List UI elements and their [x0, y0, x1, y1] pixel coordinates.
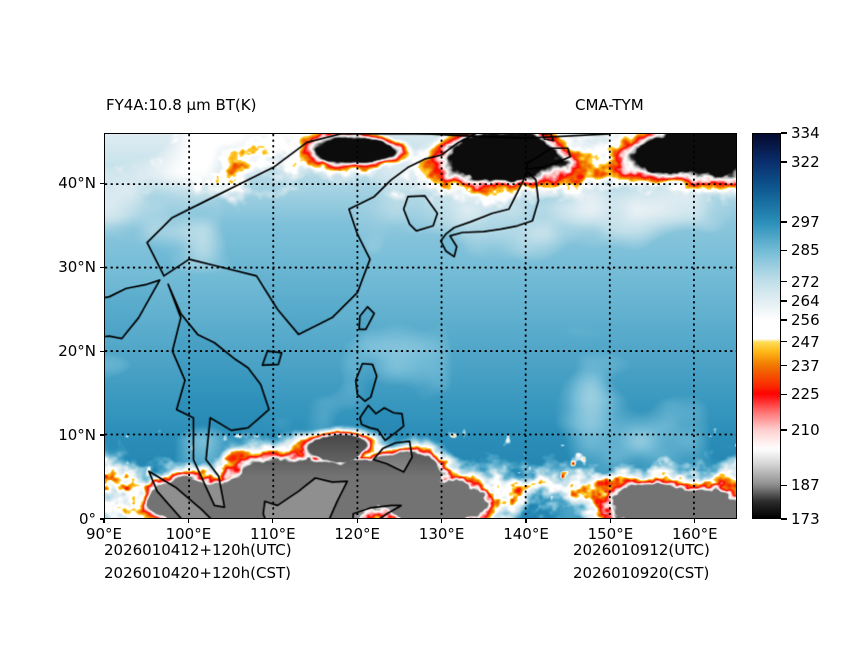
colorbar-tick-label: 334 [791, 124, 820, 142]
colorbar-tick-label: 256 [791, 311, 820, 329]
colorbar-tickmark [781, 249, 787, 252]
y-axis-tickmark [100, 182, 104, 184]
colorbar-tickmark [781, 280, 787, 283]
colorbar-tickmark [781, 319, 787, 321]
y-axis-tickmark [100, 350, 104, 352]
colorbar: 334 322 297 285 272 264 256 247 237 225 210 187 173 [752, 124, 820, 528]
colorbar-tickmark [781, 393, 787, 396]
x-axis-tick-label: 150°E [587, 525, 634, 543]
forecast-valid-time-utc: 2026010912(UTC) [573, 541, 710, 559]
x-axis-tickmark [356, 519, 358, 523]
colorbar-tick-label: 210 [791, 421, 820, 440]
x-axis-tick-label: 100°E [165, 525, 212, 543]
colorbar-tickmark [781, 300, 787, 302]
x-axis-tick-label: 140°E [503, 525, 549, 543]
x-axis-tickmark [525, 519, 527, 523]
colorbar-tickmark [781, 429, 787, 432]
colorbar-tick-label: 264 [791, 291, 820, 310]
x-axis-tick-label: 130°E [418, 525, 465, 543]
colorbar-tick-label: 247 [791, 332, 820, 351]
y-axis-tick-label: 40°N [58, 174, 96, 193]
colorbar-tickmark [781, 160, 787, 163]
colorbar-tickmark [781, 518, 787, 520]
y-axis-tick-label: 20°N [58, 342, 96, 361]
x-axis-tickmark [440, 519, 443, 523]
x-axis-tickmark [103, 519, 105, 523]
colorbar-tickmark [781, 220, 787, 223]
y-axis-tickmark [100, 434, 104, 436]
x-axis-tickmark [187, 519, 190, 523]
y-axis-tick-label: 10°N [58, 426, 96, 445]
satellite-imagery [105, 134, 736, 518]
colorbar-tick-label: 173 [791, 510, 820, 528]
colorbar-tickmark [781, 132, 787, 134]
colorbar-tick-label: 187 [791, 476, 820, 495]
forecast-init-time-utc: 2026010412+120h(UTC) [104, 541, 292, 559]
x-axis-tickmark [272, 519, 274, 523]
forecast-init-time-cst: 2026010420+120h(CST) [104, 564, 292, 582]
agency-title: CMA-TYM [575, 96, 644, 114]
y-axis-tick-label: 0° [78, 510, 96, 528]
colorbar-tickmark [781, 340, 787, 343]
x-axis-tick-label: 90°E [85, 525, 123, 543]
y-axis-tickmark [100, 518, 104, 520]
forecast-valid-time-cst: 2026010920(CST) [573, 564, 710, 582]
colorbar-tick-label: 272 [791, 272, 820, 291]
page-title: FY4A:10.8 μm BT(K) [106, 96, 257, 114]
x-axis-tickmark [694, 519, 696, 523]
colorbar-tick-label: 322 [791, 152, 820, 171]
y-axis-tick-label: 30°N [58, 258, 96, 277]
colorbar-tick-label: 237 [791, 356, 820, 375]
x-axis-tick-label: 120°E [334, 525, 380, 543]
colorbar-tick-label: 225 [791, 385, 820, 404]
colorbar-tick-label: 285 [791, 241, 820, 260]
colorbar-tickmark [781, 364, 787, 367]
colorbar-gradient [752, 133, 781, 519]
map-plot-area [104, 133, 737, 519]
colorbar-tickmark [781, 484, 787, 487]
x-axis-tickmark [609, 519, 612, 523]
colorbar-tick-label: 297 [791, 212, 820, 231]
y-axis-tickmark [100, 266, 104, 268]
x-axis-tick-label: 110°E [249, 525, 296, 543]
x-axis-tick-label: 160°E [671, 525, 718, 543]
